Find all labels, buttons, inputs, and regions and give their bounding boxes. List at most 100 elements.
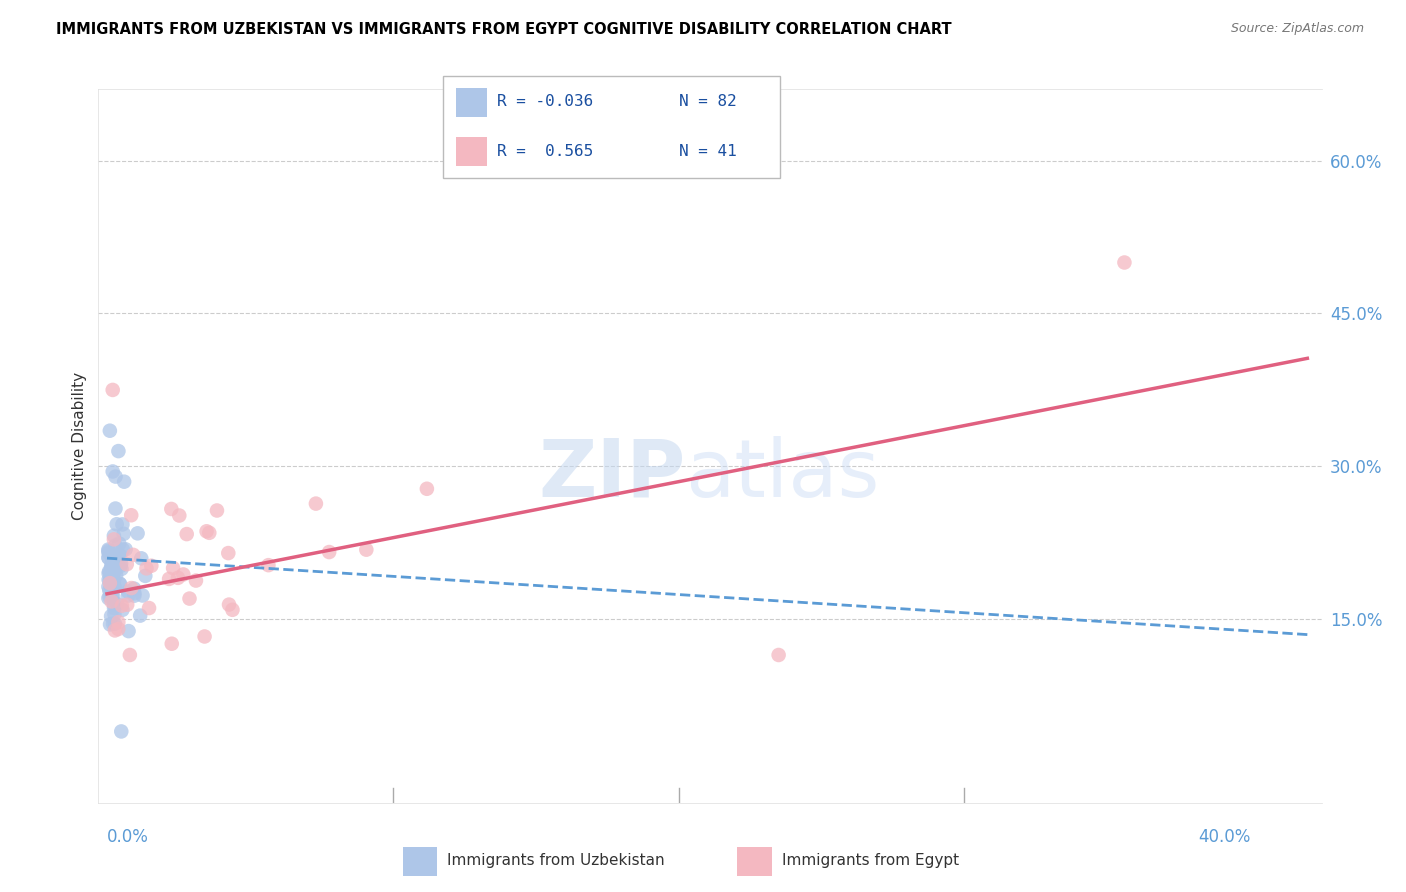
Point <box>101 465 124 479</box>
Point <box>198 525 221 540</box>
Point <box>1114 255 1136 269</box>
Text: atlas: atlas <box>686 435 880 514</box>
Point <box>104 562 127 576</box>
Text: ZIP: ZIP <box>538 435 686 514</box>
Point <box>111 517 134 532</box>
Point <box>107 615 129 629</box>
Point <box>98 565 121 579</box>
FancyBboxPatch shape <box>402 847 437 876</box>
Point <box>97 566 120 581</box>
Point <box>118 648 141 662</box>
Point <box>103 574 125 588</box>
Text: IMMIGRANTS FROM UZBEKISTAN VS IMMIGRANTS FROM EGYPT COGNITIVE DISABILITY CORRELA: IMMIGRANTS FROM UZBEKISTAN VS IMMIGRANTS… <box>56 22 952 37</box>
Point <box>108 576 131 591</box>
Point <box>104 555 127 569</box>
Point <box>110 557 132 571</box>
Point <box>129 608 152 623</box>
Point <box>356 542 378 557</box>
Point <box>179 591 201 606</box>
Text: R =  0.565: R = 0.565 <box>496 144 593 159</box>
Point <box>97 591 120 606</box>
Point <box>105 517 128 532</box>
Point <box>120 508 142 523</box>
Point <box>98 566 121 580</box>
Point <box>108 536 131 550</box>
Point <box>768 648 790 662</box>
Point <box>97 573 120 587</box>
Point <box>184 574 207 588</box>
Point <box>167 571 190 585</box>
Point <box>107 550 129 565</box>
Point <box>111 599 134 613</box>
Point <box>114 542 136 557</box>
Point <box>104 557 127 571</box>
Point <box>115 598 138 612</box>
Point <box>103 607 125 621</box>
FancyBboxPatch shape <box>443 76 780 178</box>
Point <box>104 624 127 638</box>
Point <box>416 482 439 496</box>
Point <box>97 550 120 565</box>
Point <box>103 579 125 593</box>
Point <box>97 542 120 557</box>
Point <box>101 557 124 571</box>
Point <box>104 539 127 553</box>
Point <box>110 562 132 576</box>
Point <box>101 554 124 568</box>
Point <box>100 571 122 585</box>
Point <box>172 567 194 582</box>
Point <box>305 497 328 511</box>
Point <box>138 601 160 615</box>
Point <box>160 637 183 651</box>
FancyBboxPatch shape <box>457 88 486 117</box>
Point <box>111 603 134 617</box>
Point <box>195 524 218 539</box>
Point <box>103 601 125 615</box>
Point <box>117 584 139 599</box>
Point <box>100 609 122 624</box>
Y-axis label: Cognitive Disability: Cognitive Disability <box>72 372 87 520</box>
Point <box>100 559 122 574</box>
Point <box>176 527 198 541</box>
Point <box>97 580 120 594</box>
Point <box>100 561 122 575</box>
Point <box>115 558 138 572</box>
Point <box>103 576 125 591</box>
Point <box>157 572 180 586</box>
Point <box>101 551 124 566</box>
Point <box>100 574 122 588</box>
Point <box>97 546 120 560</box>
Point <box>97 544 120 558</box>
Point <box>98 590 121 604</box>
Point <box>100 578 122 592</box>
Point <box>103 533 125 547</box>
Text: Source: ZipAtlas.com: Source: ZipAtlas.com <box>1230 22 1364 36</box>
Point <box>104 469 127 483</box>
Point <box>97 550 120 565</box>
Point <box>98 574 121 588</box>
Point <box>101 549 124 564</box>
Point <box>101 567 124 582</box>
Point <box>98 583 121 598</box>
Point <box>107 444 129 458</box>
FancyBboxPatch shape <box>738 847 772 876</box>
Point <box>127 526 149 541</box>
Point <box>124 586 146 600</box>
Point <box>101 589 124 603</box>
Point <box>124 589 146 603</box>
Point <box>104 616 127 631</box>
Point <box>117 589 139 603</box>
Text: 40.0%: 40.0% <box>1198 829 1250 847</box>
Point <box>257 558 280 573</box>
Point <box>194 630 217 644</box>
Point <box>110 724 132 739</box>
Point <box>101 554 124 568</box>
Point <box>103 598 125 612</box>
Point <box>103 529 125 543</box>
Point <box>117 624 139 639</box>
Point <box>105 597 128 611</box>
Point <box>134 569 156 583</box>
Point <box>107 549 129 563</box>
Point <box>100 571 122 585</box>
Point <box>122 548 145 562</box>
